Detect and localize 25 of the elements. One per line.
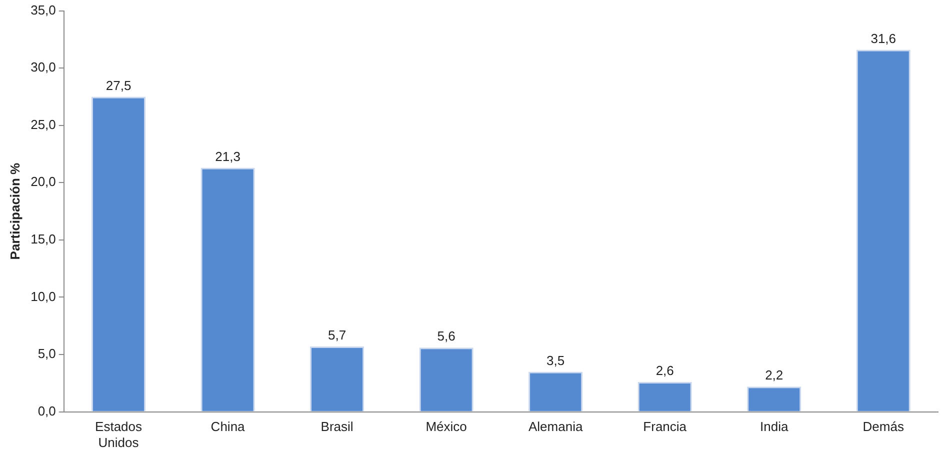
data-label: 21,3 [215,148,240,164]
y-tick-label: 5,0 [38,346,56,362]
y-tick-label: 15,0 [30,232,56,247]
y-tick-label: 0,0 [38,403,56,418]
x-tick-label: Alemania [528,419,584,434]
x-tick-label: Estados Unidos [95,419,143,450]
y-tick-label: 35,0 [30,2,56,18]
x-tick-label: Brasil [320,419,354,434]
y-tick-label: 10,0 [30,288,56,304]
data-label: 2,6 [656,363,674,378]
y-axis-title: Participación % [7,162,22,260]
y-tick-label: 20,0 [30,174,56,190]
x-tick-label: México [426,419,467,434]
data-label: 3,5 [546,352,565,368]
data-label: 5,7 [328,328,346,343]
data-label: 2,2 [765,368,784,383]
y-tick-label: 25,0 [30,116,56,132]
x-tick-label: Demás [862,419,904,434]
y-tick-label: 30,0 [30,60,56,75]
data-label: 5,6 [437,328,456,344]
data-label: 31,6 [870,30,896,46]
x-tick-label: Francia [643,419,688,434]
data-label: 27,5 [106,78,132,93]
x-tick-label: China [210,419,246,434]
x-tick-label: India [760,419,789,434]
